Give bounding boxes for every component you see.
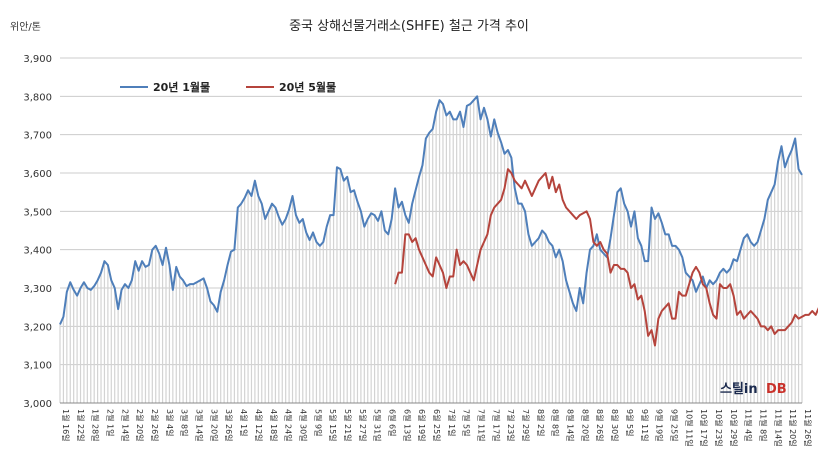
y-tick-label: 3,700 xyxy=(23,131,52,142)
y-tick-label: 3,400 xyxy=(23,246,52,257)
x-tick-label: 6월 25일 xyxy=(432,409,442,442)
x-tick-label: 7월 29일 xyxy=(521,409,531,442)
y-tick-label: 3,000 xyxy=(23,399,52,410)
chart-title: 중국 상해선물거래소(SHFE) 철근 가격 추이 xyxy=(289,19,529,34)
steelin-db-logo: 스틸in DB xyxy=(720,382,787,397)
x-tick-label: 10월 17일 xyxy=(699,409,709,447)
x-tick-label: 6월 6일 xyxy=(387,409,397,436)
y-tick-label: 3,300 xyxy=(23,284,52,295)
x-tick-label: 3월 8일 xyxy=(180,409,190,436)
x-tick-label: 6월 19일 xyxy=(417,409,427,442)
x-tick-label: 10월 29일 xyxy=(729,409,739,447)
y-tick-label: 3,600 xyxy=(23,169,52,180)
x-tick-label: 4월 1일 xyxy=(239,409,249,436)
x-tick-label: 1월 16일 xyxy=(61,409,71,442)
daily-bars xyxy=(59,96,803,403)
x-tick-label: 11월 8일 xyxy=(758,409,768,442)
y-tick-label: 3,900 xyxy=(23,54,52,65)
x-tick-label: 7월 5일 xyxy=(462,409,472,436)
x-tick-label: 11월 4일 xyxy=(744,409,754,442)
x-tick-label: 8월 2일 xyxy=(536,409,546,436)
x-tick-label: 7월 17일 xyxy=(491,409,501,442)
x-tick-label: 7월 1일 xyxy=(447,409,457,436)
x-tick-label: 2월 1일 xyxy=(106,409,116,436)
x-tick-label: 11월 14일 xyxy=(773,409,783,447)
x-tick-label: 2월 20일 xyxy=(135,409,145,442)
x-tick-label: 11월 20일 xyxy=(788,409,798,447)
x-tick-label: 1월 28일 xyxy=(91,409,101,442)
x-tick-label: 5월 27일 xyxy=(358,409,368,442)
logo-text: 스틸in xyxy=(720,382,758,397)
x-tick-label: 4월 18일 xyxy=(269,409,279,442)
y-tick-label: 3,200 xyxy=(23,322,52,333)
x-tick-label: 2월 14일 xyxy=(120,409,130,442)
x-tick-label: 8월 14일 xyxy=(566,409,576,442)
x-tick-label: 4월 24일 xyxy=(284,409,294,442)
y-axis-label: 위안/톤 xyxy=(10,20,41,33)
x-tick-label: 1월 22일 xyxy=(76,409,86,442)
series-line-may xyxy=(394,168,818,347)
x-tick-label: 9월 19일 xyxy=(655,409,665,442)
gridlines xyxy=(60,57,802,404)
x-tick-label: 8월 30일 xyxy=(610,409,620,442)
x-tick-label: 5월 31일 xyxy=(373,409,383,442)
logo-db-text: DB xyxy=(766,382,787,397)
x-tick-label: 9월 5일 xyxy=(625,409,635,436)
x-tick-label: 2월 26일 xyxy=(150,409,160,442)
series-lines xyxy=(59,95,818,347)
x-tick-label: 3월 4일 xyxy=(165,409,175,436)
y-tick-label: 3,500 xyxy=(23,207,52,218)
legend-label-jan: 20년 1월물 xyxy=(153,80,210,94)
x-tick-label: 8월 20일 xyxy=(580,409,590,442)
series-line-jan xyxy=(59,95,803,325)
x-tick-label: 9월 25일 xyxy=(669,409,679,442)
x-tick-label: 3월 20일 xyxy=(209,409,219,442)
y-tick-label: 3,100 xyxy=(23,361,52,372)
x-tick-label: 4월 12일 xyxy=(254,409,264,442)
x-tick-label: 10월 23일 xyxy=(714,409,724,447)
x-tick-label: 8월 26일 xyxy=(595,409,605,442)
legend: 20년 1월물 20년 5월물 xyxy=(120,80,336,94)
x-tick-label: 6월 13일 xyxy=(402,409,412,442)
x-tick-label: 5월 15일 xyxy=(328,409,338,442)
x-tick-label: 10월 11일 xyxy=(684,409,694,447)
y-tick-label: 3,800 xyxy=(23,92,52,103)
x-tick-label: 4월 30일 xyxy=(298,409,308,442)
x-axis-ticks: 1월 16일 1월 22일 1월 28일 2월 1일 2월 14일 2월 20일 2월 26… xyxy=(61,409,813,447)
x-tick-label: 7월 23일 xyxy=(506,409,516,442)
x-tick-label: 9월 11일 xyxy=(640,409,650,442)
x-tick-label: 11월 26일 xyxy=(803,409,813,447)
x-tick-label: 3월 14일 xyxy=(195,409,205,442)
x-tick-label: 5월 21일 xyxy=(343,409,353,442)
legend-label-may: 20년 5월물 xyxy=(279,80,336,94)
x-tick-label: 7월 11일 xyxy=(477,409,487,442)
y-axis-ticks: 3,000 3,100 3,200 3,300 3,400 3,500 3,600 3,700… xyxy=(23,54,52,410)
x-tick-label: 3월 26일 xyxy=(224,409,234,442)
x-tick-label: 5월 9일 xyxy=(313,409,323,436)
x-tick-label: 8월 8일 xyxy=(551,409,561,436)
